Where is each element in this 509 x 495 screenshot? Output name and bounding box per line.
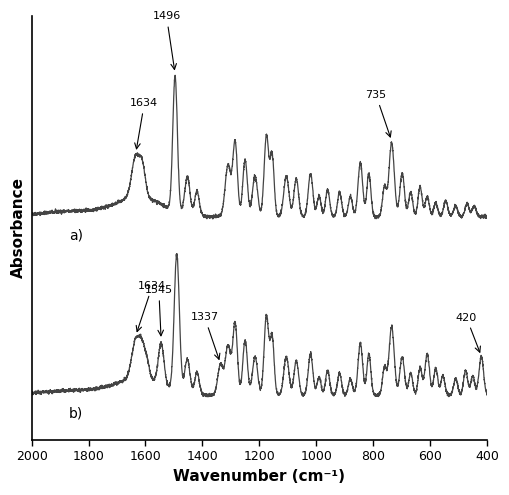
X-axis label: Wavenumber (cm⁻¹): Wavenumber (cm⁻¹) xyxy=(173,469,345,484)
Y-axis label: Absorbance: Absorbance xyxy=(11,177,26,278)
Text: 1496: 1496 xyxy=(152,11,180,69)
Text: b): b) xyxy=(69,406,83,421)
Text: 735: 735 xyxy=(364,90,390,137)
Text: 1634: 1634 xyxy=(136,281,166,332)
Text: 1634: 1634 xyxy=(130,99,158,149)
Text: 1545: 1545 xyxy=(145,285,173,336)
Text: a): a) xyxy=(69,228,82,242)
Text: 1337: 1337 xyxy=(190,312,219,359)
Text: 420: 420 xyxy=(455,313,479,352)
